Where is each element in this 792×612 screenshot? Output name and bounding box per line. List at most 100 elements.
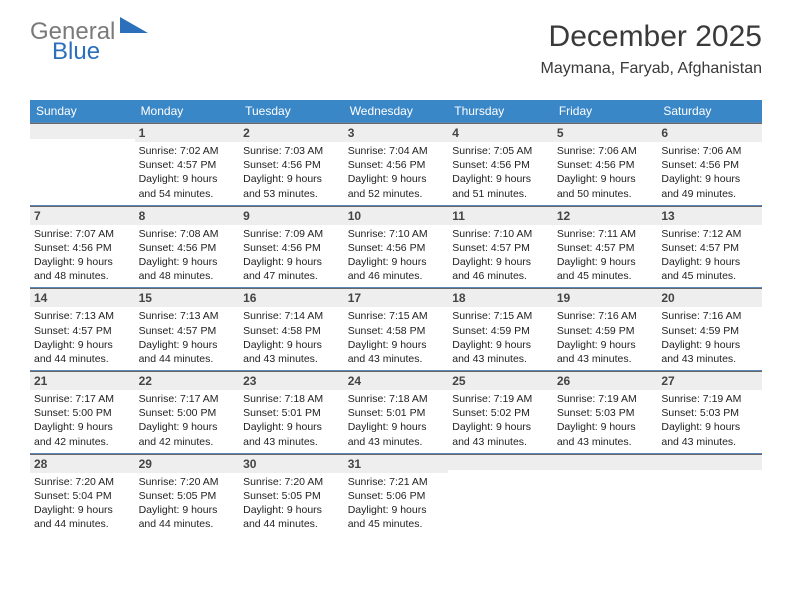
day-header: Wednesday <box>344 100 449 123</box>
calendar-day-cell: 25Sunrise: 7:19 AMSunset: 5:02 PMDayligh… <box>448 371 553 454</box>
calendar-week-row: 21Sunrise: 7:17 AMSunset: 5:00 PMDayligh… <box>30 371 762 454</box>
day-number: 31 <box>344 454 449 473</box>
calendar-day-cell: 15Sunrise: 7:13 AMSunset: 4:57 PMDayligh… <box>135 288 240 371</box>
day-details: Sunrise: 7:06 AMSunset: 4:56 PMDaylight:… <box>657 142 762 205</box>
day-number: 25 <box>448 371 553 390</box>
calendar-day-cell: 5Sunrise: 7:06 AMSunset: 4:56 PMDaylight… <box>553 123 658 206</box>
day-number: 11 <box>448 206 553 225</box>
calendar-empty-cell <box>657 453 762 535</box>
day-details: Sunrise: 7:10 AMSunset: 4:56 PMDaylight:… <box>344 225 449 288</box>
calendar-day-cell: 22Sunrise: 7:17 AMSunset: 5:00 PMDayligh… <box>135 371 240 454</box>
day-header: Thursday <box>448 100 553 123</box>
calendar-day-cell: 30Sunrise: 7:20 AMSunset: 5:05 PMDayligh… <box>239 453 344 535</box>
calendar-day-cell: 28Sunrise: 7:20 AMSunset: 5:04 PMDayligh… <box>30 453 135 535</box>
calendar-day-cell: 29Sunrise: 7:20 AMSunset: 5:05 PMDayligh… <box>135 453 240 535</box>
location-text: Maymana, Faryab, Afghanistan <box>541 60 762 78</box>
day-number: 7 <box>30 206 135 225</box>
day-number: 12 <box>553 206 658 225</box>
day-number: 27 <box>657 371 762 390</box>
day-number: 1 <box>135 123 240 142</box>
day-number: 6 <box>657 123 762 142</box>
day-details: Sunrise: 7:10 AMSunset: 4:57 PMDaylight:… <box>448 225 553 288</box>
month-title: December 2025 <box>541 20 762 54</box>
day-details: Sunrise: 7:19 AMSunset: 5:03 PMDaylight:… <box>657 390 762 453</box>
day-header: Tuesday <box>239 100 344 123</box>
day-number: 26 <box>553 371 658 390</box>
day-number: 2 <box>239 123 344 142</box>
calendar-day-cell: 13Sunrise: 7:12 AMSunset: 4:57 PMDayligh… <box>657 205 762 288</box>
day-number <box>448 454 553 470</box>
calendar-day-cell: 23Sunrise: 7:18 AMSunset: 5:01 PMDayligh… <box>239 371 344 454</box>
day-details: Sunrise: 7:15 AMSunset: 4:59 PMDaylight:… <box>448 307 553 370</box>
calendar-empty-cell <box>553 453 658 535</box>
calendar-empty-cell <box>30 123 135 206</box>
calendar-day-cell: 14Sunrise: 7:13 AMSunset: 4:57 PMDayligh… <box>30 288 135 371</box>
day-details: Sunrise: 7:20 AMSunset: 5:04 PMDaylight:… <box>30 473 135 536</box>
day-number: 9 <box>239 206 344 225</box>
day-details: Sunrise: 7:20 AMSunset: 5:05 PMDaylight:… <box>135 473 240 536</box>
day-number: 5 <box>553 123 658 142</box>
calendar-day-cell: 4Sunrise: 7:05 AMSunset: 4:56 PMDaylight… <box>448 123 553 206</box>
day-number: 22 <box>135 371 240 390</box>
calendar-day-cell: 21Sunrise: 7:17 AMSunset: 5:00 PMDayligh… <box>30 371 135 454</box>
calendar-week-row: 14Sunrise: 7:13 AMSunset: 4:57 PMDayligh… <box>30 288 762 371</box>
day-details: Sunrise: 7:06 AMSunset: 4:56 PMDaylight:… <box>553 142 658 205</box>
day-details: Sunrise: 7:11 AMSunset: 4:57 PMDaylight:… <box>553 225 658 288</box>
day-number: 3 <box>344 123 449 142</box>
day-details: Sunrise: 7:03 AMSunset: 4:56 PMDaylight:… <box>239 142 344 205</box>
calendar-day-cell: 17Sunrise: 7:15 AMSunset: 4:58 PMDayligh… <box>344 288 449 371</box>
day-details: Sunrise: 7:15 AMSunset: 4:58 PMDaylight:… <box>344 307 449 370</box>
day-details: Sunrise: 7:05 AMSunset: 4:56 PMDaylight:… <box>448 142 553 205</box>
day-number: 18 <box>448 288 553 307</box>
calendar-day-cell: 1Sunrise: 7:02 AMSunset: 4:57 PMDaylight… <box>135 123 240 206</box>
day-number: 23 <box>239 371 344 390</box>
calendar-day-cell: 27Sunrise: 7:19 AMSunset: 5:03 PMDayligh… <box>657 371 762 454</box>
day-details: Sunrise: 7:12 AMSunset: 4:57 PMDaylight:… <box>657 225 762 288</box>
calendar-table: SundayMondayTuesdayWednesdayThursdayFrid… <box>30 100 762 535</box>
day-details: Sunrise: 7:16 AMSunset: 4:59 PMDaylight:… <box>553 307 658 370</box>
calendar-week-row: 28Sunrise: 7:20 AMSunset: 5:04 PMDayligh… <box>30 453 762 535</box>
calendar-day-cell: 18Sunrise: 7:15 AMSunset: 4:59 PMDayligh… <box>448 288 553 371</box>
day-header: Monday <box>135 100 240 123</box>
day-number: 13 <box>657 206 762 225</box>
day-details: Sunrise: 7:20 AMSunset: 5:05 PMDaylight:… <box>239 473 344 536</box>
day-header: Friday <box>553 100 658 123</box>
day-details: Sunrise: 7:14 AMSunset: 4:58 PMDaylight:… <box>239 307 344 370</box>
day-number: 24 <box>344 371 449 390</box>
day-number: 16 <box>239 288 344 307</box>
day-number: 19 <box>553 288 658 307</box>
day-header: Saturday <box>657 100 762 123</box>
day-number: 28 <box>30 454 135 473</box>
day-details: Sunrise: 7:04 AMSunset: 4:56 PMDaylight:… <box>344 142 449 205</box>
day-number: 30 <box>239 454 344 473</box>
calendar-week-row: 1Sunrise: 7:02 AMSunset: 4:57 PMDaylight… <box>30 123 762 206</box>
logo: General Blue <box>30 20 115 64</box>
day-details: Sunrise: 7:09 AMSunset: 4:56 PMDaylight:… <box>239 225 344 288</box>
day-number <box>657 454 762 470</box>
title-block: December 2025 Maymana, Faryab, Afghanist… <box>541 20 762 78</box>
day-number: 15 <box>135 288 240 307</box>
day-number: 8 <box>135 206 240 225</box>
calendar-day-cell: 16Sunrise: 7:14 AMSunset: 4:58 PMDayligh… <box>239 288 344 371</box>
day-header: Sunday <box>30 100 135 123</box>
calendar-day-cell: 26Sunrise: 7:19 AMSunset: 5:03 PMDayligh… <box>553 371 658 454</box>
day-details: Sunrise: 7:18 AMSunset: 5:01 PMDaylight:… <box>344 390 449 453</box>
day-number: 21 <box>30 371 135 390</box>
calendar-week-row: 7Sunrise: 7:07 AMSunset: 4:56 PMDaylight… <box>30 205 762 288</box>
day-details: Sunrise: 7:17 AMSunset: 5:00 PMDaylight:… <box>30 390 135 453</box>
day-details: Sunrise: 7:13 AMSunset: 4:57 PMDaylight:… <box>135 307 240 370</box>
day-details: Sunrise: 7:08 AMSunset: 4:56 PMDaylight:… <box>135 225 240 288</box>
calendar-day-cell: 10Sunrise: 7:10 AMSunset: 4:56 PMDayligh… <box>344 205 449 288</box>
day-number: 20 <box>657 288 762 307</box>
day-details: Sunrise: 7:21 AMSunset: 5:06 PMDaylight:… <box>344 473 449 536</box>
calendar-day-cell: 12Sunrise: 7:11 AMSunset: 4:57 PMDayligh… <box>553 205 658 288</box>
day-number: 14 <box>30 288 135 307</box>
calendar-day-cell: 24Sunrise: 7:18 AMSunset: 5:01 PMDayligh… <box>344 371 449 454</box>
calendar-empty-cell <box>448 453 553 535</box>
calendar-day-cell: 3Sunrise: 7:04 AMSunset: 4:56 PMDaylight… <box>344 123 449 206</box>
day-details: Sunrise: 7:17 AMSunset: 5:00 PMDaylight:… <box>135 390 240 453</box>
day-number: 10 <box>344 206 449 225</box>
calendar-day-cell: 11Sunrise: 7:10 AMSunset: 4:57 PMDayligh… <box>448 205 553 288</box>
calendar-day-cell: 9Sunrise: 7:09 AMSunset: 4:56 PMDaylight… <box>239 205 344 288</box>
calendar-day-cell: 19Sunrise: 7:16 AMSunset: 4:59 PMDayligh… <box>553 288 658 371</box>
